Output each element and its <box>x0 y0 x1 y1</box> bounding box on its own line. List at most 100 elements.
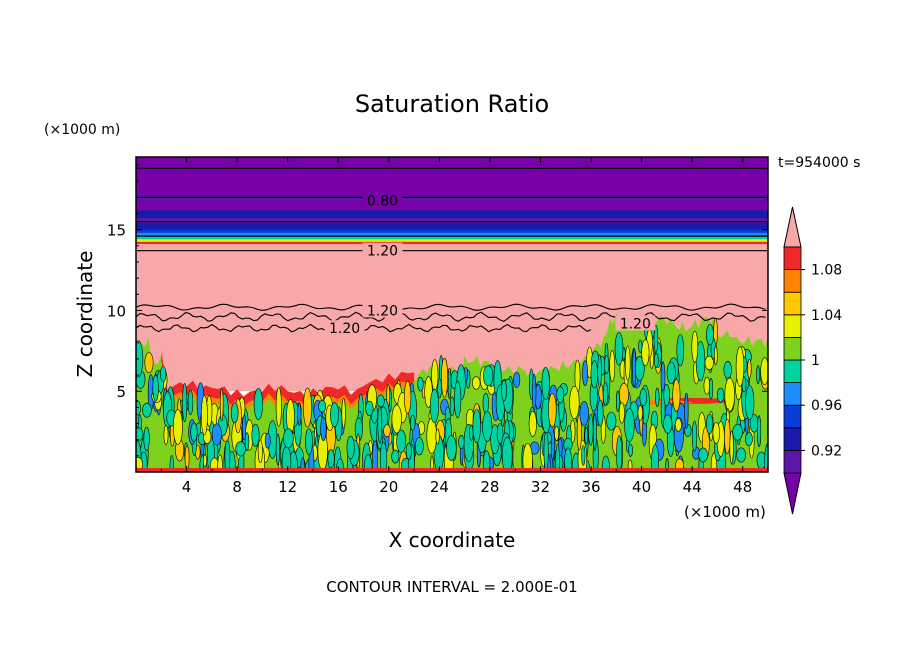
field-cell <box>531 373 537 411</box>
y-tick-label: 15 <box>107 222 126 240</box>
field-cell <box>136 400 141 416</box>
field-cell <box>614 331 624 366</box>
field-cell <box>182 383 188 423</box>
field-cell <box>513 371 521 388</box>
chart-title: Saturation Ratio <box>355 90 549 118</box>
x-tick-label: 36 <box>581 478 600 496</box>
field-cell <box>745 385 755 421</box>
colorbar-tick-label: 1 <box>811 353 820 369</box>
x-tick-label: 40 <box>632 478 651 496</box>
field-cell <box>184 445 190 470</box>
field-cell <box>597 354 602 388</box>
field-cell <box>684 392 689 430</box>
field-cell <box>264 432 271 449</box>
field-cell <box>653 324 659 353</box>
colorbar-swatch <box>783 246 802 271</box>
field-cell <box>429 388 439 424</box>
field-cell <box>404 380 412 414</box>
layer-band-b <box>136 218 768 224</box>
field-cell <box>224 439 231 472</box>
field-cell <box>379 441 388 472</box>
contour-line-120-a <box>136 303 766 311</box>
x-tick-label: 20 <box>379 478 398 496</box>
x-tick-label: 32 <box>531 478 550 496</box>
field-cell <box>628 443 633 457</box>
field-cell <box>391 449 400 464</box>
field-cell <box>217 454 223 472</box>
field-cell <box>674 418 682 432</box>
field-cell <box>593 412 597 452</box>
colorbar-over-arrow <box>783 206 802 248</box>
colorbar-under-arrow <box>783 472 802 515</box>
field-cell <box>219 388 224 422</box>
field-cell <box>200 395 208 436</box>
x-tick-label: 44 <box>683 478 702 496</box>
field-cell <box>601 455 610 472</box>
field-cell <box>211 423 222 446</box>
colorbar-swatch <box>783 291 802 316</box>
field-cell <box>555 443 560 472</box>
layer-band-h <box>136 241 768 245</box>
field-cell <box>449 396 455 417</box>
field-cell <box>569 385 580 420</box>
colorbar-swatch <box>783 404 802 429</box>
field-cell <box>618 402 625 424</box>
field-cell <box>283 428 294 449</box>
field-cell <box>616 435 623 472</box>
field-cell <box>235 441 246 457</box>
x-tick-label: 16 <box>329 478 348 496</box>
x-tick-label: 8 <box>232 478 242 496</box>
contour-field <box>136 157 768 472</box>
field-cell <box>136 427 144 442</box>
layer-band-e <box>136 232 768 237</box>
field-cell <box>541 366 550 400</box>
colorbar-tick-label: 1.04 <box>811 308 842 324</box>
y-unit-label: (×1000 m) <box>44 122 120 138</box>
x-tick-label: 12 <box>278 478 297 496</box>
field-cell <box>698 447 708 463</box>
field-cell <box>327 449 335 469</box>
contour-label-bg <box>362 302 403 318</box>
colorbar: 0.92 0.96 1 1.04 1.08 <box>783 206 842 515</box>
field-cell <box>705 324 714 346</box>
contour-interval-footer: CONTOUR INTERVAL = 2.000E-01 <box>326 578 577 596</box>
layer-band-a <box>136 195 768 201</box>
field-cell <box>582 360 588 387</box>
colorbar-tick-label: 0.96 <box>811 398 842 414</box>
field-cell <box>663 383 671 407</box>
y-tick-label: 5 <box>116 383 126 401</box>
field-cell <box>554 425 559 441</box>
field-cell <box>724 418 731 454</box>
y-tick-label: 10 <box>107 302 126 320</box>
colorbar-tick-label: 0.92 <box>811 443 842 459</box>
field-cell <box>346 435 355 460</box>
colorbar-swatch <box>783 427 802 451</box>
contour-labels: 0.80 1.20 1.20 1.20 1.20 <box>324 192 656 337</box>
x-tick-label: 24 <box>430 478 449 496</box>
field-cell <box>760 357 768 385</box>
field-cell <box>543 431 549 471</box>
field-cell <box>655 387 660 407</box>
field-cell <box>472 408 481 444</box>
layer-band-dark <box>136 210 768 219</box>
time-label: t=954000 s <box>778 155 860 171</box>
field-cell <box>708 377 714 400</box>
field-cell <box>431 359 439 392</box>
colorbar-swatch <box>783 336 802 361</box>
field-cell <box>619 382 629 406</box>
field-cell <box>396 429 407 453</box>
field-cell <box>187 389 194 416</box>
field-cell <box>651 444 659 472</box>
field-cell <box>639 388 648 407</box>
field-cell <box>666 361 676 384</box>
field-cell <box>297 402 302 426</box>
field-cell <box>136 340 144 378</box>
field-cell <box>414 437 424 456</box>
field-cell <box>705 413 714 435</box>
field-cell <box>606 411 617 431</box>
field-cell <box>383 424 391 438</box>
field-cell <box>609 350 616 383</box>
field-cell <box>745 431 753 447</box>
colorbar-swatch <box>783 269 802 293</box>
